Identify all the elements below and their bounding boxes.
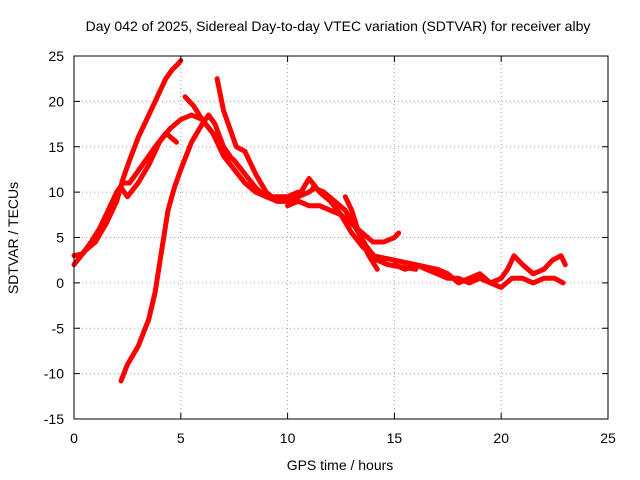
x-tick-label: 10 <box>280 430 296 446</box>
series-line-satellite-pass-6 <box>214 76 291 204</box>
x-tick-label: 15 <box>387 430 403 446</box>
series-line-satellite-pass-12 <box>434 253 568 286</box>
y-tick-label: -15 <box>44 411 64 427</box>
chart-title: Day 042 of 2025, Sidereal Day-to-day VTE… <box>86 18 591 34</box>
y-tick-label: -10 <box>44 366 64 382</box>
y-tick-label: 20 <box>48 93 64 109</box>
x-tick-label: 0 <box>70 430 78 446</box>
series-line-satellite-pass-10 <box>342 194 380 272</box>
x-tick-label: 25 <box>600 430 616 446</box>
series-layer <box>71 58 568 384</box>
y-tick-label: 25 <box>48 48 64 64</box>
axis-ticks <box>73 55 609 420</box>
y-tick-label: 10 <box>48 184 64 200</box>
x-axis-label: GPS time / hours <box>287 457 394 473</box>
y-tick-label: 0 <box>56 275 64 291</box>
y-tick-label: 15 <box>48 139 64 155</box>
series-line-satellite-pass-3 <box>118 112 233 384</box>
series-line-satellite-pass-1 <box>71 58 184 268</box>
y-tick-label: 5 <box>56 230 64 246</box>
grid <box>74 56 608 419</box>
x-tick-label: 20 <box>493 430 509 446</box>
y-axis-label: SDTVAR / TECUs <box>5 182 21 294</box>
tick-labels: 0 5 10 15 20 25 -15 -10 -5 0 5 10 15 20 25 <box>44 48 616 446</box>
y-tick-label: -5 <box>52 320 65 336</box>
x-tick-label: 5 <box>177 430 185 446</box>
series-line-satellite-pass-11 <box>391 262 566 290</box>
